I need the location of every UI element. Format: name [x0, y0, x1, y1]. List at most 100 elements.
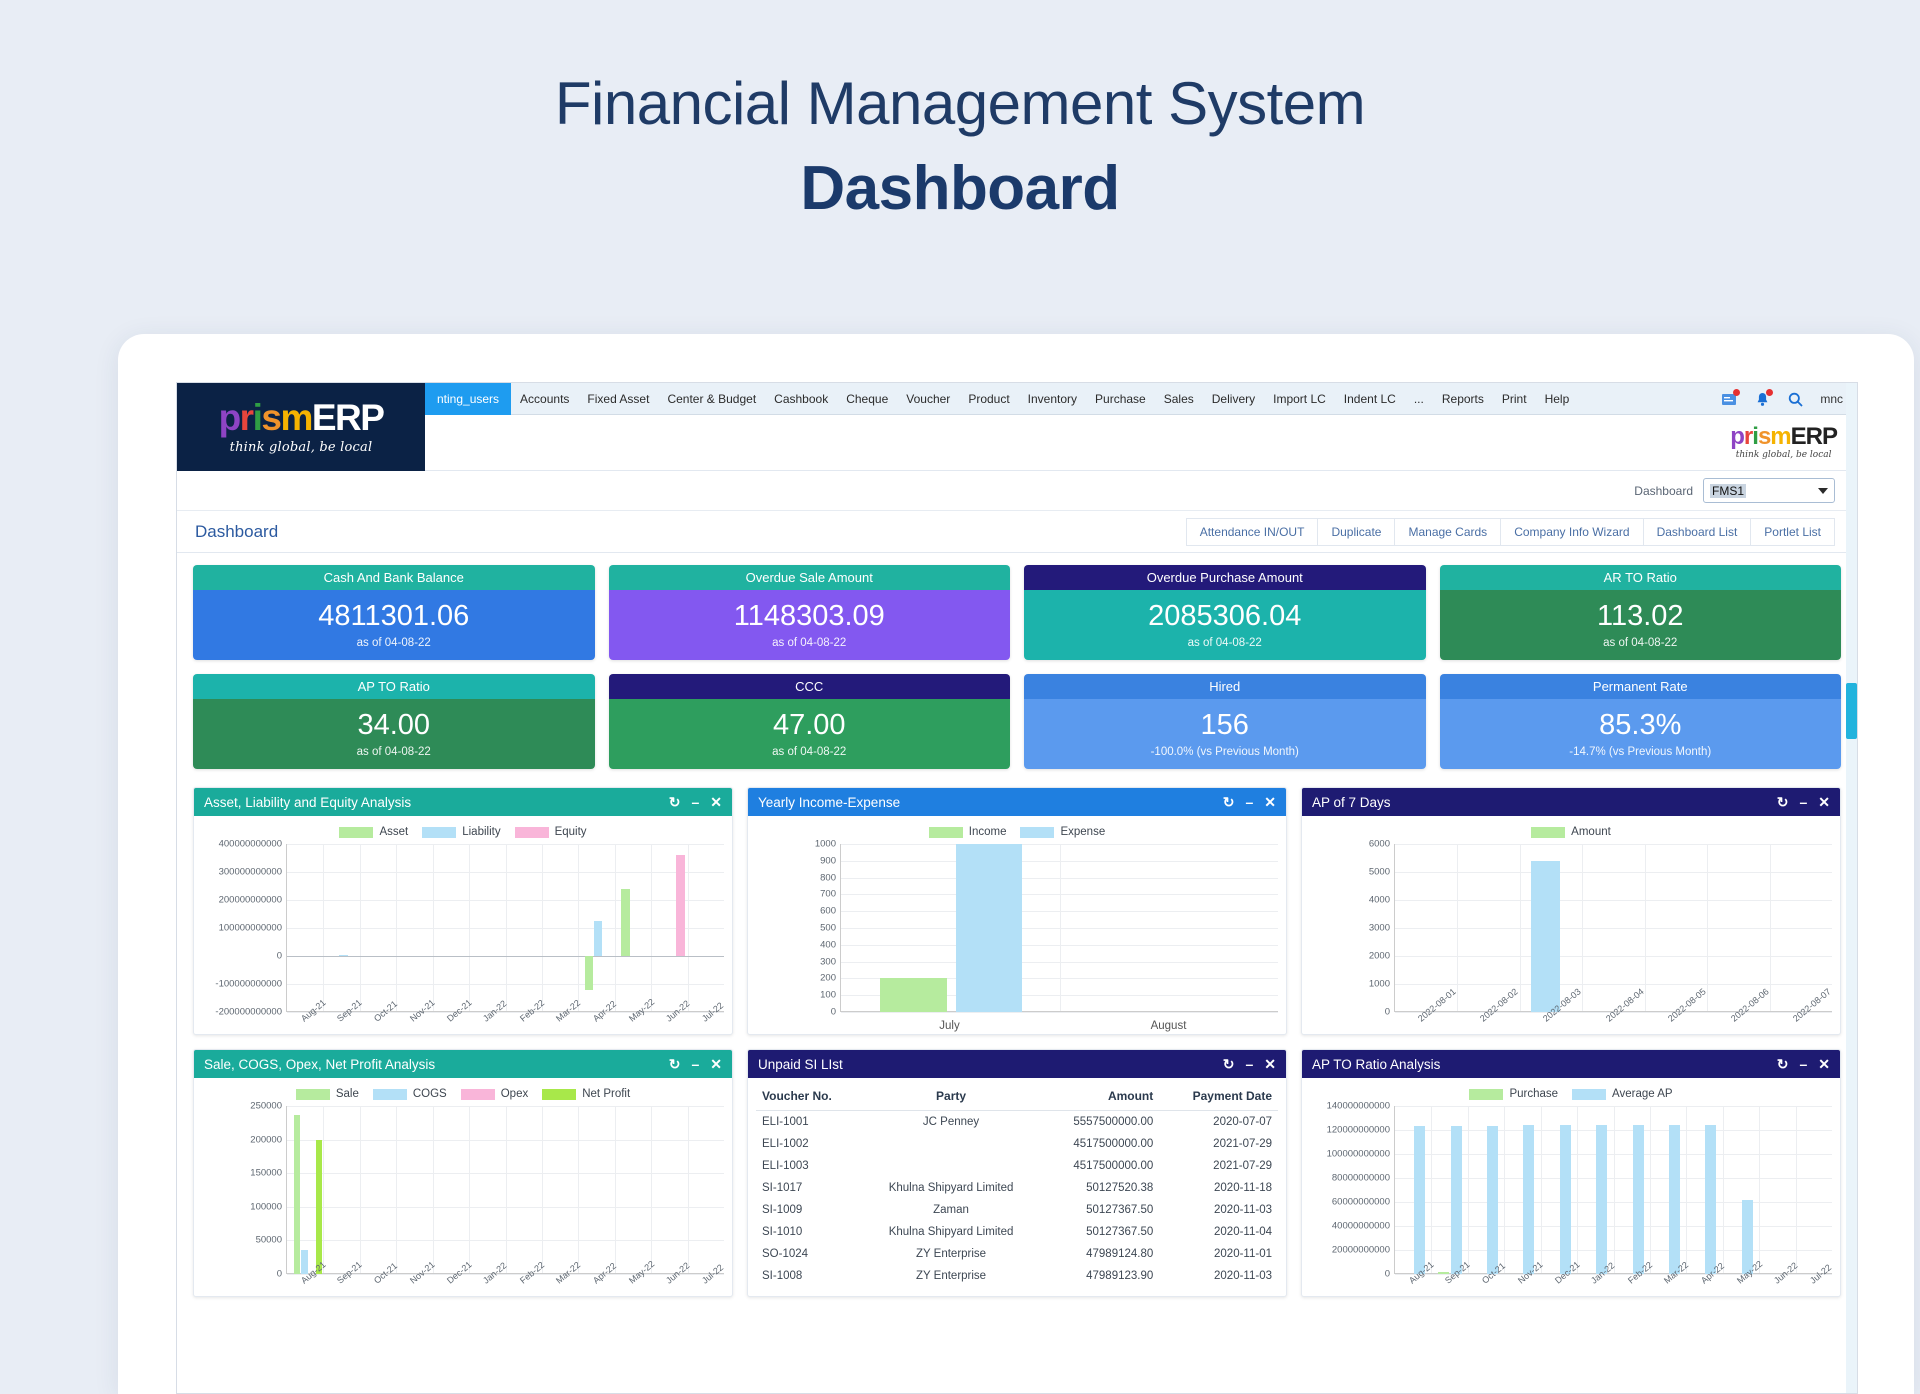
- kpi-card[interactable]: Overdue Sale Amount 1148303.09 as of 04-08…: [608, 565, 1010, 660]
- x-axis: 2022-08-01 2022-08-02 2022-08-03 2022-08-04…: [1394, 986, 1833, 1034]
- menu-item-delivery[interactable]: Delivery: [1211, 392, 1256, 406]
- kpi-card[interactable]: AP TO Ratio 34.00 as of 04-08-22: [193, 674, 595, 769]
- minimize-icon[interactable]: –: [691, 794, 700, 810]
- minimize-icon[interactable]: –: [1799, 794, 1808, 810]
- y-axis-tick: 200000: [250, 1134, 282, 1146]
- kpi-card-body: 1148303.09 as of 04-08-22: [608, 590, 1010, 660]
- table-row[interactable]: ELI-1002 4517500000.00 2021-07-29: [756, 1133, 1278, 1155]
- page-title: Financial Management System: [554, 70, 1366, 137]
- table-column-header: Payment Date: [1159, 1084, 1278, 1111]
- vertical-scrollbar-thumb[interactable]: [1846, 683, 1857, 739]
- legend-item: Expense: [1020, 826, 1105, 838]
- list-notification-icon[interactable]: [1721, 388, 1741, 408]
- menu-item-import-lc[interactable]: Import LC: [1273, 392, 1326, 406]
- sub-header: prismERP think global, be local: [177, 415, 1857, 471]
- menu-item-help[interactable]: Help: [1544, 392, 1570, 406]
- legend-swatch: [1531, 826, 1566, 838]
- legend-swatch: [372, 1088, 407, 1100]
- gridline: [1759, 1106, 1761, 1273]
- refresh-icon[interactable]: ↻: [1222, 1056, 1235, 1072]
- menu-item-more[interactable]: ...: [1413, 392, 1424, 406]
- menu-item-purchase[interactable]: Purchase: [1095, 392, 1146, 406]
- company-info-wizard-button[interactable]: Company Info Wizard: [1500, 517, 1643, 546]
- minimize-icon[interactable]: –: [1245, 794, 1254, 810]
- minimize-icon[interactable]: –: [1245, 1056, 1254, 1072]
- portlet: AP TO Ratio Analysis ↻ – ✕ Purchase Average A…: [1301, 1049, 1841, 1297]
- duplicate-button[interactable]: Duplicate: [1317, 517, 1395, 546]
- portlet: Yearly Income-Expense ↻ – ✕ Income Expense 100…: [747, 787, 1287, 1035]
- table-row[interactable]: SO-1024 ZY Enterprise 47989124.80 2020-11-0…: [756, 1243, 1278, 1265]
- menu-item-cheque[interactable]: Cheque: [846, 392, 889, 406]
- kpi-card[interactable]: Permanent Rate 85.3% -14.7% (vs Previous M…: [1439, 674, 1841, 769]
- gridline: [505, 844, 507, 1011]
- table-row[interactable]: SI-1008 ZY Enterprise 47989123.90 2020-11-0…: [756, 1265, 1278, 1287]
- table-row[interactable]: SI-1017 Khulna Shipyard Limited 50127520.3…: [756, 1177, 1278, 1199]
- gridline: [841, 1012, 1278, 1013]
- table-cell: Khulna Shipyard Limited: [888, 1182, 1014, 1194]
- legend-swatch: [928, 826, 963, 838]
- menu-item-reports[interactable]: Reports: [1441, 392, 1484, 406]
- table-cell: 5557500000.00: [1073, 1116, 1154, 1128]
- search-icon[interactable]: [1787, 391, 1804, 408]
- menu-item-indent-lc[interactable]: Indent LC: [1343, 392, 1396, 406]
- close-icon[interactable]: ✕: [1818, 1056, 1830, 1072]
- legend-item: Amount: [1531, 826, 1611, 838]
- table-row[interactable]: ELI-1001 JC Penney 5557500000.00 2020-07-07: [756, 1111, 1278, 1134]
- refresh-icon[interactable]: ↻: [1776, 1056, 1789, 1072]
- menu-item-accounts[interactable]: Accounts: [520, 392, 570, 406]
- menu-item-voucher[interactable]: Voucher: [906, 392, 951, 406]
- refresh-icon[interactable]: ↻: [668, 1056, 681, 1072]
- close-icon[interactable]: ✕: [1818, 794, 1830, 810]
- close-icon[interactable]: ✕: [710, 1056, 722, 1072]
- portlet-list-button[interactable]: Portlet List: [1750, 517, 1835, 546]
- legend-label: Asset: [379, 826, 409, 838]
- portlet-header: AP TO Ratio Analysis ↻ – ✕: [1302, 1050, 1840, 1078]
- y-axis-tick: 900: [820, 855, 836, 867]
- bell-icon[interactable]: [1754, 388, 1774, 408]
- chart-bar: [880, 978, 947, 1012]
- browser-window: prismERP think global, be local nting_us…: [118, 334, 1914, 1394]
- menu-item-fixed-asset[interactable]: Fixed Asset: [587, 392, 650, 406]
- topbar-icon-group: mnc: [1707, 383, 1857, 415]
- refresh-icon[interactable]: ↻: [668, 794, 681, 810]
- menu-item-active[interactable]: nting_users: [425, 383, 512, 415]
- kpi-card[interactable]: Overdue Purchase Amount 2085306.04 as of 0…: [1024, 565, 1426, 660]
- dashboard-select[interactable]: FMS1: [1703, 478, 1835, 503]
- dashboard-selector-row: Dashboard FMS1: [177, 471, 1857, 511]
- attendance-in-out-button[interactable]: Attendance IN/OUT: [1185, 517, 1318, 546]
- gridline: [1649, 1106, 1651, 1273]
- y-axis-tick: 50000: [255, 1234, 282, 1246]
- y-axis: 6000 5000 4000 3000 2000 1000 0: [1310, 839, 1394, 1018]
- minimize-icon[interactable]: –: [691, 1056, 700, 1072]
- kpi-card[interactable]: AR TO Ratio 113.02 as of 04-08-22: [1439, 565, 1841, 660]
- table-row[interactable]: ELI-1003 4517500000.00 2021-07-29: [756, 1155, 1278, 1177]
- manage-cards-button[interactable]: Manage Cards: [1394, 517, 1501, 546]
- portlet-title: Yearly Income-Expense: [758, 794, 901, 810]
- dashboard-list-button[interactable]: Dashboard List: [1642, 517, 1751, 546]
- kpi-card[interactable]: CCC 47.00 as of 04-08-22: [608, 674, 1010, 769]
- kpi-card[interactable]: Hired 156 -100.0% (vs Previous Month): [1024, 674, 1426, 769]
- refresh-icon[interactable]: ↻: [1776, 794, 1789, 810]
- close-icon[interactable]: ✕: [710, 794, 722, 810]
- menu-item-print[interactable]: Print: [1501, 392, 1527, 406]
- menu-item-sales[interactable]: Sales: [1163, 392, 1194, 406]
- menu-item-product[interactable]: Product: [968, 392, 1010, 406]
- vertical-scrollbar-track[interactable]: [1846, 383, 1857, 1393]
- menu-item-cashbook[interactable]: Cashbook: [774, 392, 829, 406]
- close-icon[interactable]: ✕: [1264, 1056, 1276, 1072]
- gridline: [1795, 1106, 1797, 1273]
- user-menu-label[interactable]: mnc: [1820, 392, 1843, 406]
- gridline: [1395, 928, 1832, 929]
- refresh-icon[interactable]: ↻: [1222, 794, 1235, 810]
- menu-item-center-budget[interactable]: Center & Budget: [667, 392, 757, 406]
- minimize-icon[interactable]: –: [1799, 1056, 1808, 1072]
- close-icon[interactable]: ✕: [1264, 794, 1276, 810]
- menu-item-inventory[interactable]: Inventory: [1027, 392, 1078, 406]
- kpi-card-title: Overdue Sale Amount: [608, 565, 1010, 590]
- kpi-card[interactable]: Cash And Bank Balance 4811301.06 as of 04-…: [193, 565, 595, 660]
- table-row[interactable]: SI-1009 Zaman 50127367.50 2020-11-03: [756, 1199, 1278, 1221]
- gridline: [1059, 844, 1061, 1011]
- portlet-header: Sale, COGS, Opex, Net Profit Analysis ↻ – ✕: [194, 1050, 732, 1078]
- chart-bar: [1486, 1125, 1498, 1274]
- table-row[interactable]: SI-1010 Khulna Shipyard Limited 50127367.5…: [756, 1221, 1278, 1243]
